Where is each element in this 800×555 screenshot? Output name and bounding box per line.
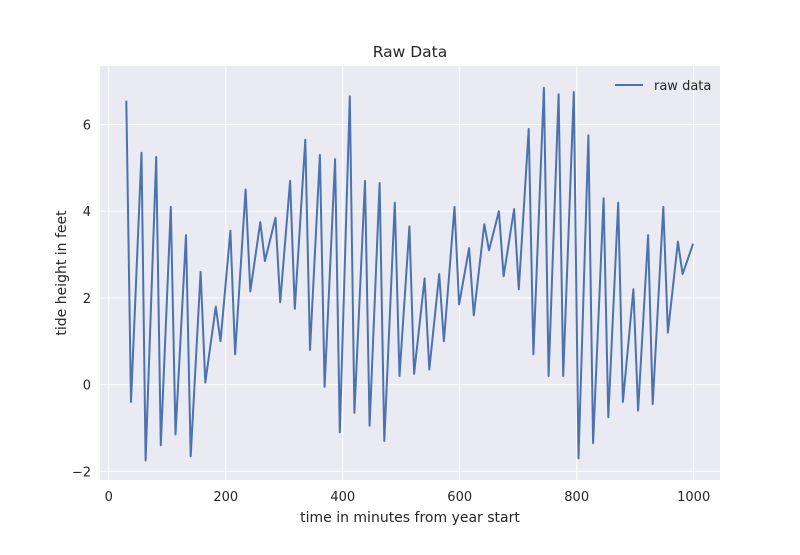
y-tick-label: 0 (83, 379, 91, 394)
y-tick-label: −2 (72, 465, 91, 480)
x-tick-label: 0 (105, 490, 113, 505)
series-line-raw-data (125, 86, 695, 462)
series-layer (125, 86, 695, 462)
y-tick-label: 6 (83, 119, 91, 134)
x-axis-label: time in minutes from year start (300, 510, 520, 526)
tick-labels: 0 200 400 600 800 1000 −2 0 2 4 6 (72, 119, 710, 505)
y-axis-label: tide height in feet (54, 210, 70, 336)
y-tick-label: 4 (83, 205, 91, 220)
legend-label-raw-data: raw data (654, 79, 711, 94)
legend: raw data (615, 79, 711, 94)
x-tick-label: 400 (330, 490, 355, 505)
y-tick-label: 2 (83, 292, 91, 307)
x-tick-label: 1000 (677, 490, 710, 505)
x-tick-label: 200 (213, 490, 238, 505)
x-tick-label: 600 (447, 490, 472, 505)
x-tick-label: 800 (564, 490, 589, 505)
chart-title: Raw Data (373, 43, 448, 61)
